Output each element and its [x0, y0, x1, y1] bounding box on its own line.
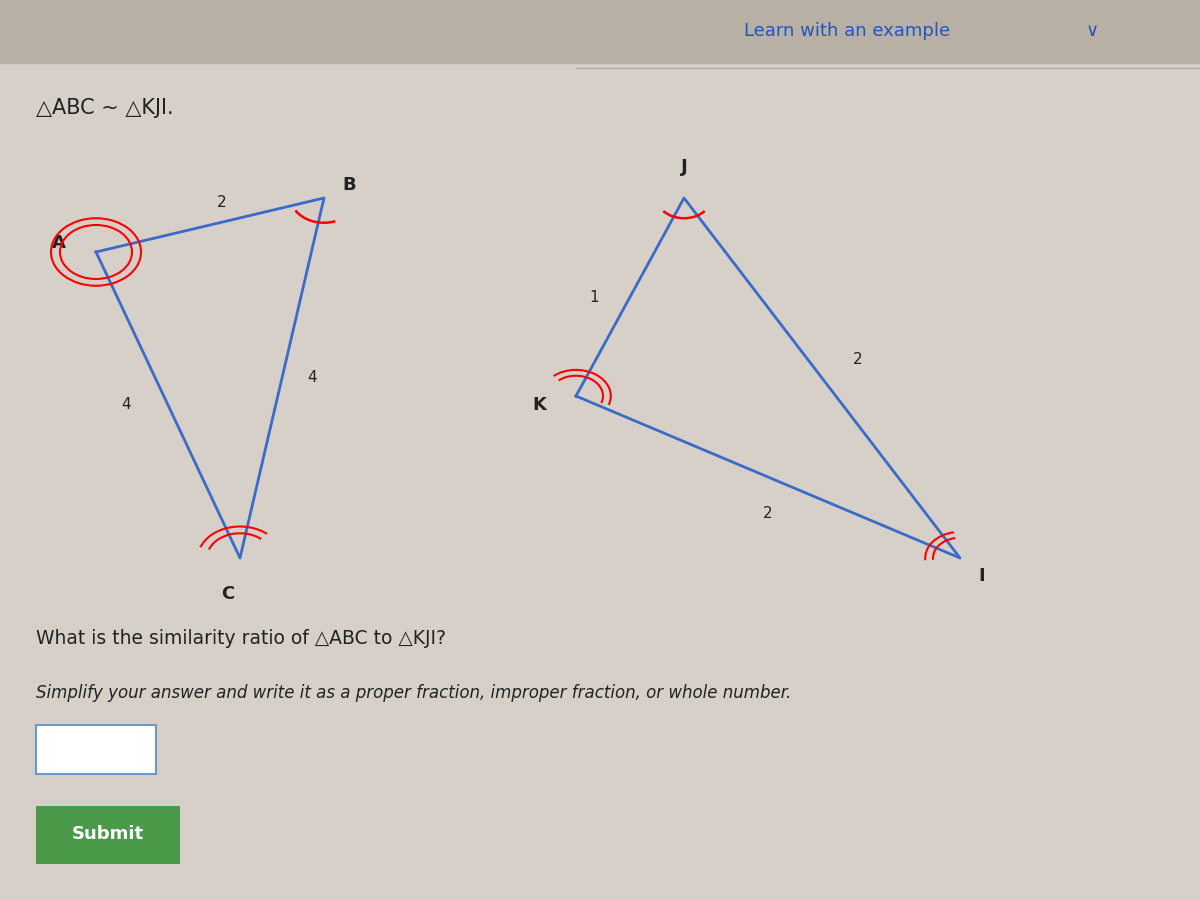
- Text: A: A: [52, 234, 66, 252]
- Text: △ABC ~ △KJI.: △ABC ~ △KJI.: [36, 98, 174, 118]
- Text: K: K: [532, 396, 546, 414]
- Text: ∨: ∨: [1086, 22, 1099, 40]
- Text: 4: 4: [121, 398, 131, 412]
- Bar: [36, 806, 180, 864]
- Text: 2: 2: [853, 353, 863, 367]
- Text: 2: 2: [763, 506, 773, 520]
- Text: 1: 1: [589, 290, 599, 304]
- Text: Learn with an example: Learn with an example: [744, 22, 956, 40]
- Bar: [36, 724, 156, 774]
- Text: Simplify your answer and write it as a proper fraction, improper fraction, or wh: Simplify your answer and write it as a p…: [36, 684, 791, 702]
- Text: B: B: [342, 176, 355, 194]
- Text: J: J: [680, 158, 688, 176]
- Text: I: I: [978, 567, 985, 585]
- Text: C: C: [221, 585, 235, 603]
- Text: What is the similarity ratio of △ABC to △KJI?: What is the similarity ratio of △ABC to …: [36, 629, 446, 649]
- Text: 4: 4: [307, 371, 317, 385]
- Text: 2: 2: [217, 195, 227, 210]
- Text: Submit: Submit: [72, 825, 144, 843]
- Bar: [0, 0, 1200, 63]
